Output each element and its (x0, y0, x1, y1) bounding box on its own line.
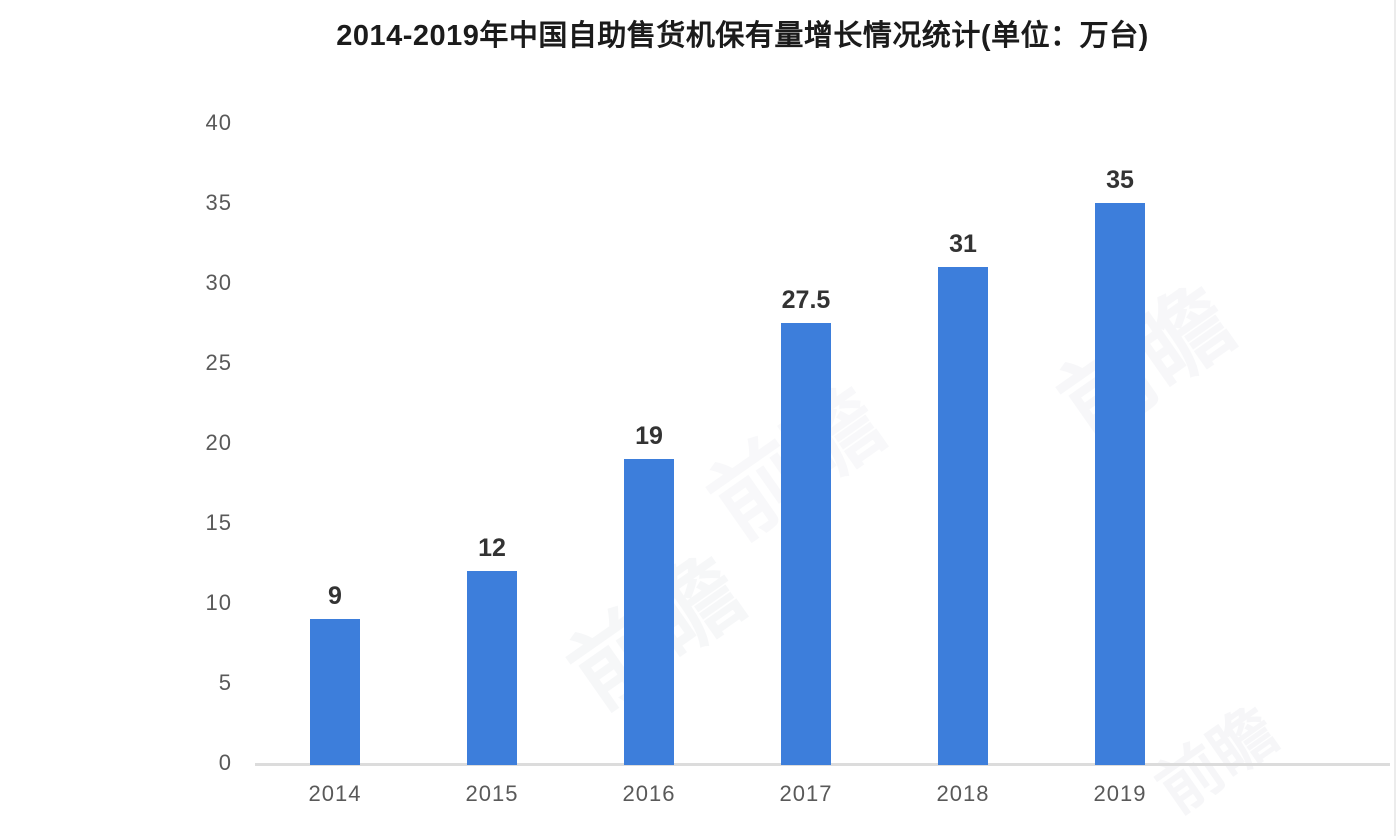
y-axis-tick-label: 0 (218, 750, 232, 775)
bar (1095, 203, 1145, 765)
bar-value-label: 12 (478, 534, 506, 562)
page-edge-line (1394, 0, 1396, 836)
y-axis-tick-label: 20 (205, 430, 232, 455)
bar-value-label: 19 (635, 422, 663, 450)
y-axis-tick-label: 5 (218, 670, 232, 695)
bar (310, 619, 360, 765)
x-axis-tick-label: 2018 (936, 781, 990, 806)
y-axis-tick-label: 25 (205, 350, 232, 375)
bar (624, 459, 674, 765)
y-axis-tick-label: 35 (205, 190, 232, 215)
x-axis-tick-label: 2019 (1093, 781, 1147, 806)
bar-value-label: 27.5 (781, 286, 831, 314)
bar (938, 267, 988, 765)
y-axis-tick-label: 40 (205, 110, 232, 135)
x-axis-tick-label: 2014 (308, 781, 362, 806)
chart-title: 2014-2019年中国自助售货机保有量增长情况统计(单位：万台) (336, 20, 1149, 52)
y-axis-tick-label: 30 (205, 270, 232, 295)
y-axis-tick-label: 15 (205, 510, 232, 535)
bar (467, 571, 517, 765)
x-axis-tick-label: 2017 (779, 781, 833, 806)
x-axis-tick-label: 2015 (465, 781, 519, 806)
bar (781, 323, 831, 765)
bar-value-label: 31 (949, 230, 977, 258)
watermark: 前瞻 (1143, 693, 1290, 827)
bar-value-label: 35 (1106, 166, 1134, 194)
x-axis-tick-label: 2016 (622, 781, 676, 806)
bar-value-label: 9 (328, 582, 342, 610)
y-axis-tick-label: 10 (205, 590, 232, 615)
